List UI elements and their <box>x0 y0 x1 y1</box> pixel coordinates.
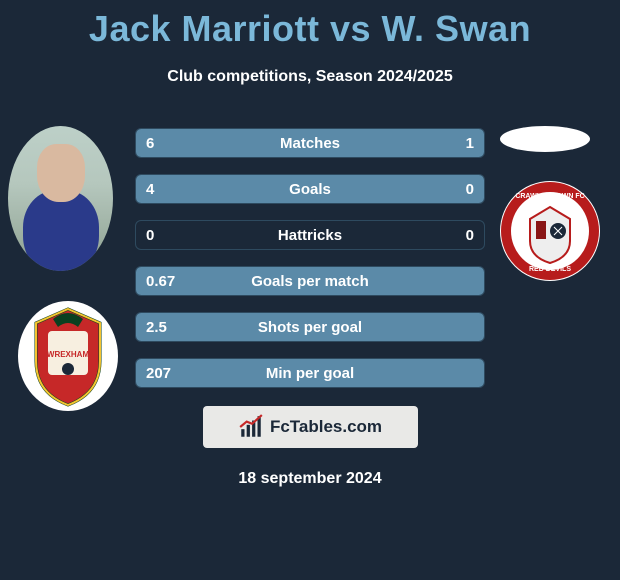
player-right-avatar <box>500 126 590 152</box>
stat-value-right: 0 <box>466 221 474 250</box>
comparison-panel: WREXHAM CRAWLEY TOWN FC RED DEVILS 6Matc… <box>0 126 620 488</box>
stat-label: Goals <box>136 175 484 204</box>
club-badge-right: CRAWLEY TOWN FC RED DEVILS <box>500 181 600 281</box>
stat-row: 0Hattricks0 <box>135 220 485 250</box>
stat-rows: 6Matches14Goals00Hattricks00.67Goals per… <box>135 126 485 388</box>
stat-label: Shots per goal <box>136 313 484 342</box>
player-left-avatar <box>8 126 113 271</box>
stat-row: 207Min per goal <box>135 358 485 388</box>
stat-label: Goals per match <box>136 267 484 296</box>
page-title: Jack Marriott vs W. Swan <box>0 0 620 50</box>
svg-text:CRAWLEY TOWN FC: CRAWLEY TOWN FC <box>515 193 584 200</box>
stat-value-right: 0 <box>466 175 474 204</box>
subtitle: Club competitions, Season 2024/2025 <box>0 68 620 86</box>
stat-row: 2.5Shots per goal <box>135 312 485 342</box>
stat-value-right: 1 <box>466 129 474 158</box>
date-label: 18 september 2024 <box>0 470 620 488</box>
stat-label: Matches <box>136 129 484 158</box>
stat-label: Hattricks <box>136 221 484 250</box>
brand-badge[interactable]: FcTables.com <box>203 406 418 448</box>
svg-text:RED DEVILS: RED DEVILS <box>529 266 571 273</box>
club-badge-left: WREXHAM <box>18 301 118 411</box>
stat-row: 6Matches1 <box>135 128 485 158</box>
stat-row: 0.67Goals per match <box>135 266 485 296</box>
brand-label: FcTables.com <box>270 417 382 437</box>
stat-label: Min per goal <box>136 359 484 388</box>
svg-text:WREXHAM: WREXHAM <box>47 350 90 359</box>
stat-row: 4Goals0 <box>135 174 485 204</box>
chart-icon <box>238 414 264 440</box>
